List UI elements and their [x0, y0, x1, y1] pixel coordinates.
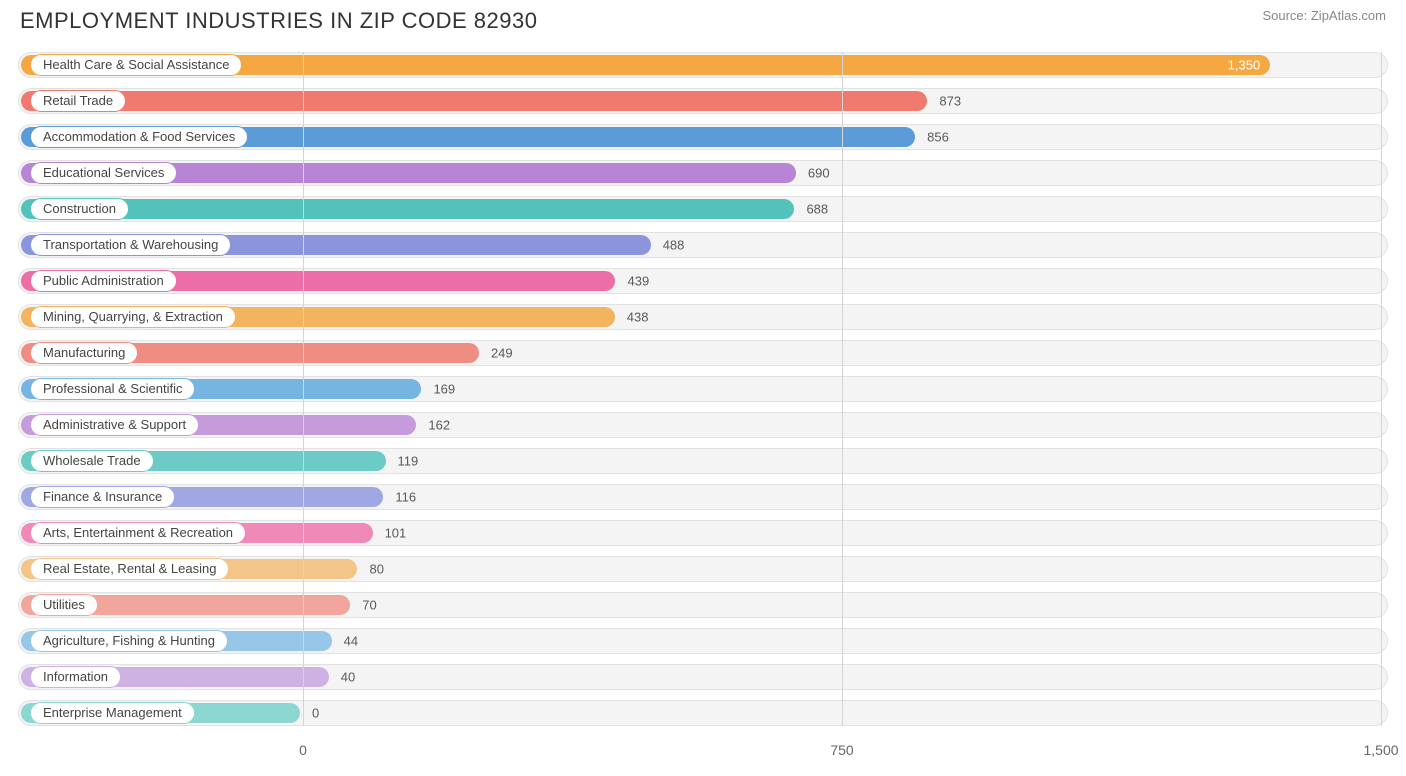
bar-category-pill: Manufacturing: [30, 342, 138, 364]
bar-row: Accommodation & Food Services 856: [18, 124, 1388, 150]
bar-category-pill: Real Estate, Rental & Leasing: [30, 558, 229, 580]
bar-row: Construction 688: [18, 196, 1388, 222]
x-axis: 07501,500: [18, 736, 1388, 766]
bar-category-pill: Information: [30, 666, 121, 688]
bar-fill: [21, 199, 794, 219]
bar-row: Arts, Entertainment & Recreation 101: [18, 520, 1388, 546]
bar-category-pill: Administrative & Support: [30, 414, 199, 436]
bar-value-label: 1,350: [1228, 58, 1261, 73]
bar-category-pill: Accommodation & Food Services: [30, 126, 248, 148]
bar-category-pill: Construction: [30, 198, 129, 220]
x-axis-tick: 0: [299, 742, 307, 758]
bar-value-label: 119: [398, 454, 419, 469]
bar-category-pill: Wholesale Trade: [30, 450, 154, 472]
bar-value-label: 873: [939, 94, 961, 109]
bar-value-label: 40: [341, 670, 355, 685]
bar-category-pill: Mining, Quarrying, & Extraction: [30, 306, 236, 328]
bar-row: Enterprise Management 0: [18, 700, 1388, 726]
x-axis-tick: 1,500: [1363, 742, 1398, 758]
bar-category-pill: Public Administration: [30, 270, 177, 292]
bar-category-pill: Professional & Scientific: [30, 378, 195, 400]
chart-header: EMPLOYMENT INDUSTRIES IN ZIP CODE 82930 …: [0, 0, 1406, 46]
bar-category-pill: Educational Services: [30, 162, 177, 184]
bar-row: Educational Services 690: [18, 160, 1388, 186]
bar-value-label: 856: [927, 130, 949, 145]
bar-category-pill: Transportation & Warehousing: [30, 234, 231, 256]
bar-category-pill: Utilities: [30, 594, 98, 616]
bars-container: Health Care & Social Assistance 1,350 Reta…: [18, 52, 1388, 726]
bar-row: Public Administration 439: [18, 268, 1388, 294]
bar-row: Professional & Scientific 169: [18, 376, 1388, 402]
bar-category-pill: Enterprise Management: [30, 702, 195, 724]
source-prefix: Source:: [1262, 8, 1310, 23]
bar-row: Wholesale Trade 119: [18, 448, 1388, 474]
bar-row: Mining, Quarrying, & Extraction 438: [18, 304, 1388, 330]
bar-row: Real Estate, Rental & Leasing 80: [18, 556, 1388, 582]
bar-value-label: 44: [344, 634, 358, 649]
bar-value-label: 162: [428, 418, 450, 433]
bar-value-label: 70: [362, 598, 376, 613]
bar-row: Agriculture, Fishing & Hunting 44: [18, 628, 1388, 654]
bar-row: Transportation & Warehousing 488: [18, 232, 1388, 258]
bar-row: Manufacturing 249: [18, 340, 1388, 366]
bar-row: Administrative & Support 162: [18, 412, 1388, 438]
bar-category-pill: Retail Trade: [30, 90, 126, 112]
chart-area: Health Care & Social Assistance 1,350 Reta…: [0, 46, 1406, 766]
bar-value-label: 101: [385, 526, 407, 541]
x-axis-tick: 750: [830, 742, 853, 758]
bar-category-pill: Finance & Insurance: [30, 486, 175, 508]
bar-category-pill: Agriculture, Fishing & Hunting: [30, 630, 228, 652]
bar-row: Health Care & Social Assistance 1,350: [18, 52, 1388, 78]
chart-source: Source: ZipAtlas.com: [1262, 8, 1386, 23]
bar-fill: [21, 91, 927, 111]
bar-value-label: 439: [627, 274, 649, 289]
chart-title: EMPLOYMENT INDUSTRIES IN ZIP CODE 82930: [20, 8, 538, 34]
bar-category-pill: Health Care & Social Assistance: [30, 54, 242, 76]
bar-row: Information 40: [18, 664, 1388, 690]
bar-value-label: 688: [806, 202, 828, 217]
bar-row: Finance & Insurance 116: [18, 484, 1388, 510]
bar-value-label: 0: [312, 706, 319, 721]
bar-value-label: 249: [491, 346, 513, 361]
bar-value-label: 690: [808, 166, 830, 181]
bar-row: Utilities 70: [18, 592, 1388, 618]
bar-value-label: 488: [663, 238, 685, 253]
bar-row: Retail Trade 873: [18, 88, 1388, 114]
bar-category-pill: Arts, Entertainment & Recreation: [30, 522, 246, 544]
bar-value-label: 169: [433, 382, 455, 397]
bar-value-label: 438: [627, 310, 649, 325]
bar-value-label: 80: [369, 562, 383, 577]
bar-value-label: 116: [395, 490, 416, 505]
source-name: ZipAtlas.com: [1311, 8, 1386, 23]
